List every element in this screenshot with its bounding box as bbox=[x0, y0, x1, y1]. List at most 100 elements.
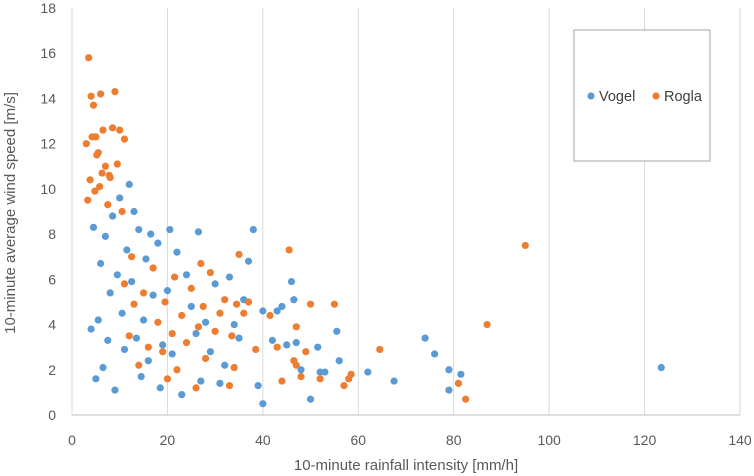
point-rogla bbox=[120, 280, 129, 288]
point-rogla bbox=[86, 176, 94, 184]
point-vogel bbox=[166, 225, 174, 234]
point-vogel bbox=[92, 375, 100, 383]
point-rogla bbox=[244, 298, 253, 306]
point-vogel bbox=[657, 363, 665, 372]
point-rogla bbox=[233, 300, 241, 308]
point-rogla bbox=[240, 309, 248, 317]
point-vogel bbox=[287, 277, 296, 286]
point-rogla bbox=[297, 372, 305, 381]
point-rogla bbox=[170, 273, 179, 281]
point-vogel bbox=[216, 379, 224, 387]
y-ticks-layer: 0 2 4 6 8 10 12 14 16 18 bbox=[40, 0, 56, 423]
point-rogla bbox=[376, 345, 384, 354]
point-vogel bbox=[147, 230, 155, 238]
point-rogla bbox=[273, 343, 281, 351]
point-rogla bbox=[97, 90, 105, 98]
point-rogla bbox=[316, 375, 324, 383]
point-vogel bbox=[97, 259, 105, 268]
point-rogla bbox=[278, 377, 286, 385]
point-vogel bbox=[137, 372, 145, 381]
point-rogla bbox=[89, 101, 98, 109]
point-vogel bbox=[235, 334, 243, 342]
point-vogel bbox=[104, 336, 112, 344]
y-tick-label: 16 bbox=[40, 45, 56, 61]
y-tick-label: 6 bbox=[48, 271, 56, 287]
point-rogla bbox=[483, 320, 491, 329]
point-vogel bbox=[445, 366, 453, 374]
point-rogla bbox=[292, 323, 300, 331]
point-rogla bbox=[82, 140, 90, 148]
point-vogel bbox=[173, 248, 181, 256]
legend: Vogel Rogla bbox=[573, 29, 711, 162]
point-vogel bbox=[101, 232, 109, 240]
series-rogla bbox=[82, 54, 529, 403]
point-vogel bbox=[99, 363, 107, 372]
point-vogel bbox=[421, 334, 429, 342]
point-rogla bbox=[462, 395, 470, 403]
point-rogla bbox=[340, 382, 348, 390]
point-rogla bbox=[216, 309, 224, 317]
legend-marker-vogel bbox=[587, 92, 595, 100]
point-rogla bbox=[235, 250, 243, 259]
series-vogel bbox=[87, 180, 665, 408]
point-rogla bbox=[104, 201, 112, 209]
point-vogel bbox=[168, 350, 176, 358]
point-vogel bbox=[128, 277, 136, 286]
point-rogla bbox=[285, 246, 293, 254]
point-rogla bbox=[91, 187, 99, 195]
point-vogel bbox=[278, 302, 286, 311]
point-rogla bbox=[266, 311, 274, 320]
x-tick-label: 0 bbox=[68, 432, 76, 448]
point-vogel bbox=[130, 207, 138, 216]
point-vogel bbox=[94, 316, 102, 324]
point-vogel bbox=[192, 330, 200, 338]
point-rogla bbox=[211, 327, 219, 335]
point-vogel bbox=[202, 318, 210, 326]
point-vogel bbox=[333, 327, 341, 335]
point-vogel bbox=[187, 302, 195, 311]
point-rogla bbox=[252, 345, 260, 354]
point-vogel bbox=[125, 180, 133, 188]
point-rogla bbox=[192, 384, 200, 392]
point-vogel bbox=[182, 271, 191, 279]
point-vogel bbox=[197, 377, 205, 385]
x-tick-label: 140 bbox=[728, 432, 752, 448]
point-rogla bbox=[128, 253, 136, 261]
point-rogla bbox=[108, 124, 117, 132]
point-vogel bbox=[306, 395, 315, 403]
point-vogel bbox=[116, 194, 124, 202]
point-rogla bbox=[161, 298, 169, 306]
point-rogla bbox=[85, 54, 93, 62]
point-rogla bbox=[187, 284, 195, 292]
point-rogla bbox=[290, 357, 298, 365]
point-vogel bbox=[118, 309, 126, 317]
point-vogel bbox=[259, 400, 267, 408]
point-rogla bbox=[101, 162, 109, 170]
y-tick-label: 18 bbox=[40, 0, 56, 16]
point-rogla bbox=[135, 361, 143, 369]
point-vogel bbox=[194, 228, 203, 236]
point-vogel bbox=[149, 291, 157, 299]
point-rogla bbox=[345, 375, 353, 383]
point-rogla bbox=[93, 151, 101, 159]
point-vogel bbox=[156, 384, 164, 392]
point-vogel bbox=[273, 307, 281, 315]
point-vogel bbox=[154, 239, 162, 247]
point-rogla bbox=[199, 302, 207, 311]
point-vogel bbox=[225, 273, 234, 281]
point-rogla bbox=[111, 88, 119, 96]
grid-layer bbox=[71, 8, 741, 416]
point-rogla bbox=[225, 382, 234, 390]
point-rogla bbox=[194, 323, 203, 331]
point-vogel bbox=[139, 316, 148, 324]
point-rogla bbox=[197, 259, 205, 268]
point-vogel bbox=[163, 287, 172, 295]
point-rogla bbox=[116, 126, 124, 134]
point-vogel bbox=[316, 368, 324, 376]
point-rogla bbox=[454, 379, 463, 387]
point-vogel bbox=[113, 271, 121, 279]
point-rogla bbox=[330, 300, 339, 308]
point-rogla bbox=[139, 289, 148, 297]
